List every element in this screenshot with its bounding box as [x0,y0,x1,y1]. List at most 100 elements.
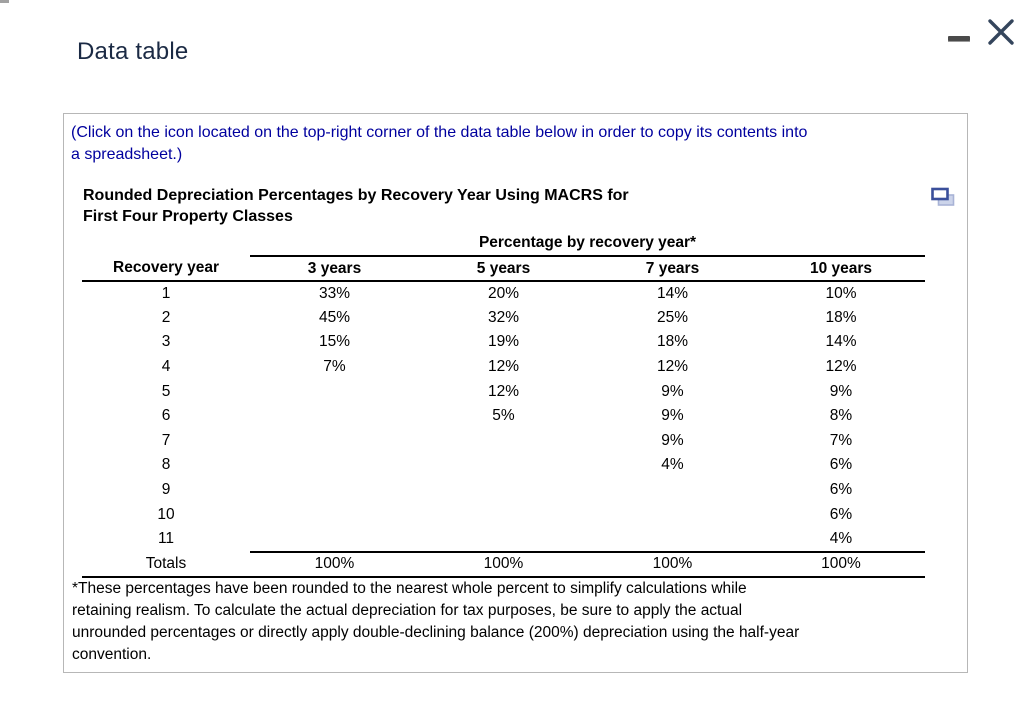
column-header-row: Recovery year 3 years 5 years 7 years 10… [82,256,926,282]
table-cell: 9% [661,382,684,400]
footnote-line: unrounded percentages or directly apply … [72,624,800,641]
table-cell: 18% [656,333,689,351]
macrs-depreciation-table: Percentage by recovery year* Recovery ye… [82,229,926,578]
table-cell: 4 [161,358,171,376]
table-cell: 8% [829,407,853,425]
instructions-line: (Click on the icon located on the top-ri… [71,124,808,141]
table-cell: 12% [487,382,520,400]
table-cell: 12% [825,358,857,376]
table-cell: 15% [318,333,351,351]
table-cell: 45% [318,308,351,326]
table-cell: 33% [318,284,351,302]
table-cell: 5 [161,382,171,400]
table-cell [419,478,588,503]
table-cell [250,429,419,454]
group-header: Percentage by recovery year* [250,229,926,257]
table-cell: 32% [487,308,520,326]
table-cell: 6 [161,407,171,425]
table-cell: 14% [656,284,689,302]
totals-label: Totals [82,551,250,578]
table-cell [588,527,757,552]
table-cell [419,527,588,552]
table-cell: 6% [829,505,853,523]
totals-row: Totals 100% 100% 100% 100% [82,550,926,578]
table-row: 7 9% 7% [82,429,925,454]
table-cell: 14% [825,333,857,351]
table-footnote: *These percentages have been rounded to … [72,578,799,666]
table-cell: 7% [829,431,853,449]
table-cell: 2 [161,308,171,326]
table-cell [250,453,419,478]
table-cell: 10 [157,505,175,523]
group-header-spacer [82,229,250,256]
table-cell: 6% [829,456,853,474]
table-row: 8 4% 6% [82,453,925,478]
table-row: 5 12% 9% 9% [82,379,925,404]
table-cell [588,478,757,503]
table-cell: 9% [661,407,684,425]
column-header-10-years: 10 years [757,256,926,282]
table-row: 4 7% 12% 12% 12% [82,355,925,380]
table-cell: 19% [487,333,520,351]
close-button[interactable] [985,16,1017,48]
table-cell [588,502,757,527]
table-cell: 10% [825,284,857,302]
table-cell: 5% [492,407,515,425]
table-cell [250,404,419,429]
table-cell [250,527,419,552]
total-cell: 100% [588,550,757,578]
table-cell [419,429,588,454]
table-cell [419,502,588,527]
caption-line: Rounded Depreciation Percentages by Reco… [83,187,629,204]
table-cell: 4% [829,529,853,547]
copy-to-spreadsheet-button[interactable] [931,187,955,208]
table-caption: Rounded Depreciation Percentages by Reco… [83,185,629,227]
data-table-panel: (Click on the icon located on the top-ri… [63,113,968,673]
footnote-line: *These percentages have been rounded to … [72,580,747,597]
table-cell: 11 [157,530,175,548]
table-cell: 9 [161,481,171,499]
table-cell: 7 [161,431,171,449]
table-cell: 6% [829,481,853,499]
table-cell: 25% [656,308,689,326]
table-row: 1 33% 20% 14% 10% [82,281,925,306]
column-header-5-years: 5 years [419,256,588,282]
table-cell [250,502,419,527]
instructions-line: a spreadsheet.) [71,146,183,163]
table-cell: 7% [323,358,346,376]
column-header-3-years: 3 years [250,256,419,282]
table-cell: 20% [487,284,520,302]
close-icon [988,19,1014,45]
table-cell [419,453,588,478]
table-row: 6 5% 9% 8% [82,404,925,429]
copy-instructions: (Click on the icon located on the top-ri… [71,122,807,166]
column-header-recovery-year: Recovery year [82,256,250,282]
table-row: 11 4% [82,527,925,552]
table-cell: 12% [656,358,689,376]
column-header-7-years: 7 years [588,256,757,282]
table-cell: 9% [661,431,684,449]
table-cell: 9% [829,382,853,400]
total-cell: 100% [250,550,419,578]
dialog-title: Data table [77,38,189,65]
total-cell: 100% [419,550,588,578]
footnote-line: retaining realism. To calculate the actu… [72,602,743,619]
footnote-line: convention. [72,646,152,663]
table-cell: 18% [825,308,857,326]
group-header-row: Percentage by recovery year* [82,229,926,257]
table-cell: 3 [161,333,171,351]
minimize-button[interactable] [944,22,974,46]
table-row: 10 6% [82,502,925,527]
copy-icon [931,187,955,206]
table-row: 3 15% 19% 18% 14% [82,330,925,355]
table-row: 2 45% 32% 25% 18% [82,306,925,331]
total-cell: 100% [757,550,926,578]
minimize-icon [948,36,970,42]
table-cell: 12% [487,358,520,376]
table-cell: 8 [161,456,171,474]
caption-line: First Four Property Classes [83,208,293,225]
table-cell [250,478,419,503]
table-row: 9 6% [82,478,925,503]
table-cell [250,379,419,404]
